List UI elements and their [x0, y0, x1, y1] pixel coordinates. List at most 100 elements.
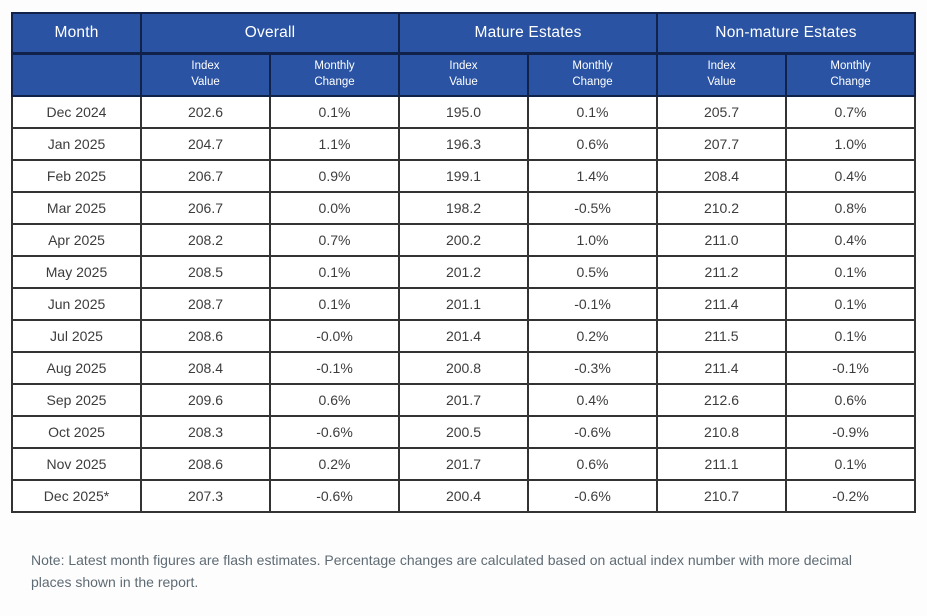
- value-cell: 208.6: [140, 447, 271, 481]
- value-cell: 0.6%: [526, 447, 659, 481]
- value-cell: 0.1%: [269, 255, 400, 289]
- month-cell: Dec 2025*: [11, 479, 142, 513]
- value-cell: 208.6: [140, 319, 271, 353]
- value-cell: 0.9%: [269, 159, 400, 193]
- value-cell: -0.1%: [269, 351, 400, 385]
- value-cell: 195.0: [398, 95, 529, 129]
- value-cell: 0.1%: [269, 287, 400, 321]
- value-cell: 0.2%: [269, 447, 400, 481]
- table-row: Oct 2025 208.3 -0.6% 200.5 -0.6% 210.8 -0.9%: [11, 415, 917, 449]
- value-cell: -0.6%: [269, 479, 400, 513]
- value-cell: 0.1%: [785, 287, 917, 321]
- value-cell: 211.5: [656, 319, 788, 353]
- value-cell: 208.7: [140, 287, 271, 321]
- value-cell: 1.4%: [526, 159, 659, 193]
- month-cell: Nov 2025: [11, 447, 142, 481]
- value-cell: 201.7: [398, 383, 529, 417]
- value-cell: 206.7: [140, 191, 271, 225]
- table-row: Sep 2025 209.6 0.6% 201.7 0.4% 212.6 0.6%: [11, 383, 917, 417]
- header-overall-index-value: Index Value: [140, 52, 271, 97]
- value-cell: 0.7%: [785, 95, 917, 129]
- table-header: Month Overall Mature Estates Non-mature …: [11, 12, 917, 97]
- value-cell: 200.8: [398, 351, 529, 385]
- month-cell: May 2025: [11, 255, 142, 289]
- value-cell: 207.7: [656, 127, 788, 161]
- value-cell: 211.4: [656, 287, 788, 321]
- value-cell: 201.1: [398, 287, 529, 321]
- value-cell: 0.1%: [785, 319, 917, 353]
- value-cell: 200.2: [398, 223, 529, 257]
- value-cell: 211.0: [656, 223, 788, 257]
- value-cell: 201.7: [398, 447, 529, 481]
- table-row: Dec 2024 202.6 0.1% 195.0 0.1% 205.7 0.7%: [11, 95, 917, 129]
- value-cell: 0.6%: [269, 383, 400, 417]
- value-cell: 210.8: [656, 415, 788, 449]
- header-group-non-mature-estates: Non-mature Estates: [656, 12, 917, 55]
- header-non-mature-monthly-change: Monthly Change: [785, 52, 917, 97]
- value-cell: 205.7: [656, 95, 788, 129]
- table-body: Dec 2024 202.6 0.1% 195.0 0.1% 205.7 0.7% Jan 2…: [11, 95, 917, 513]
- value-cell: 211.4: [656, 351, 788, 385]
- table-row: Feb 2025 206.7 0.9% 199.1 1.4% 208.4 0.4%: [11, 159, 917, 193]
- value-cell: 209.6: [140, 383, 271, 417]
- value-cell: 0.4%: [526, 383, 659, 417]
- value-cell: 0.6%: [526, 127, 659, 161]
- value-cell: 208.2: [140, 223, 271, 257]
- month-cell: Apr 2025: [11, 223, 142, 257]
- month-cell: Jun 2025: [11, 287, 142, 321]
- value-cell: 196.3: [398, 127, 529, 161]
- table-row: Aug 2025 208.4 -0.1% 200.8 -0.3% 211.4 -0.1%: [11, 351, 917, 385]
- month-cell: Dec 2024: [11, 95, 142, 129]
- value-cell: 1.1%: [269, 127, 400, 161]
- value-cell: 204.7: [140, 127, 271, 161]
- value-cell: 210.2: [656, 191, 788, 225]
- header-group-mature-estates: Mature Estates: [397, 12, 659, 55]
- header-group-overall: Overall: [140, 12, 400, 55]
- price-index-table: Month Overall Mature Estates Non-mature …: [11, 12, 917, 513]
- table-row: Apr 2025 208.2 0.7% 200.2 1.0% 211.0 0.4%: [11, 223, 917, 257]
- table-row: Dec 2025* 207.3 -0.6% 200.4 -0.6% 210.7 -0.2%: [11, 479, 917, 513]
- value-cell: 200.4: [398, 479, 529, 513]
- table-row: Jun 2025 208.7 0.1% 201.1 -0.1% 211.4 0.1%: [11, 287, 917, 321]
- value-cell: 212.6: [656, 383, 788, 417]
- table-note: Note: Latest month figures are flash est…: [31, 552, 853, 591]
- month-cell: Jul 2025: [11, 319, 142, 353]
- value-cell: 202.6: [140, 95, 271, 129]
- value-cell: -0.6%: [526, 415, 659, 449]
- value-cell: 0.8%: [785, 191, 917, 225]
- header-overall-monthly-change: Monthly Change: [269, 52, 400, 97]
- value-cell: 0.0%: [269, 191, 400, 225]
- month-cell: Aug 2025: [11, 351, 142, 385]
- table-row: Jan 2025 204.7 1.1% 196.3 0.6% 207.7 1.0%: [11, 127, 917, 161]
- value-cell: 0.1%: [269, 95, 400, 129]
- header-mature-index-value: Index Value: [398, 52, 529, 97]
- value-cell: 199.1: [398, 159, 529, 193]
- month-cell: Mar 2025: [11, 191, 142, 225]
- table-row: Mar 2025 206.7 0.0% 198.2 -0.5% 210.2 0.8%: [11, 191, 917, 225]
- value-cell: -0.1%: [526, 287, 659, 321]
- value-cell: 208.4: [140, 351, 271, 385]
- group-header-row: Month Overall Mature Estates Non-mature …: [11, 12, 917, 55]
- value-cell: 198.2: [398, 191, 529, 225]
- value-cell: 210.7: [656, 479, 788, 513]
- value-cell: 0.1%: [785, 255, 917, 289]
- month-cell: Oct 2025: [11, 415, 142, 449]
- value-cell: 0.1%: [526, 95, 659, 129]
- value-cell: 0.2%: [526, 319, 659, 353]
- value-cell: -0.2%: [785, 479, 917, 513]
- value-cell: -0.6%: [269, 415, 400, 449]
- table-row: Nov 2025 208.6 0.2% 201.7 0.6% 211.1 0.1%: [11, 447, 917, 481]
- table-row: Jul 2025 208.6 -0.0% 201.4 0.2% 211.5 0.1%: [11, 319, 917, 353]
- value-cell: 208.5: [140, 255, 271, 289]
- header-month: Month: [11, 12, 142, 55]
- value-cell: 200.5: [398, 415, 529, 449]
- sub-header-row: Index Value Monthly Change Index Value M…: [11, 52, 917, 97]
- value-cell: 208.4: [656, 159, 788, 193]
- value-cell: 0.5%: [526, 255, 659, 289]
- header-non-mature-index-value: Index Value: [656, 52, 788, 97]
- value-cell: 208.3: [140, 415, 271, 449]
- value-cell: 1.0%: [526, 223, 659, 257]
- value-cell: -0.1%: [785, 351, 917, 385]
- header-mature-monthly-change: Monthly Change: [526, 52, 659, 97]
